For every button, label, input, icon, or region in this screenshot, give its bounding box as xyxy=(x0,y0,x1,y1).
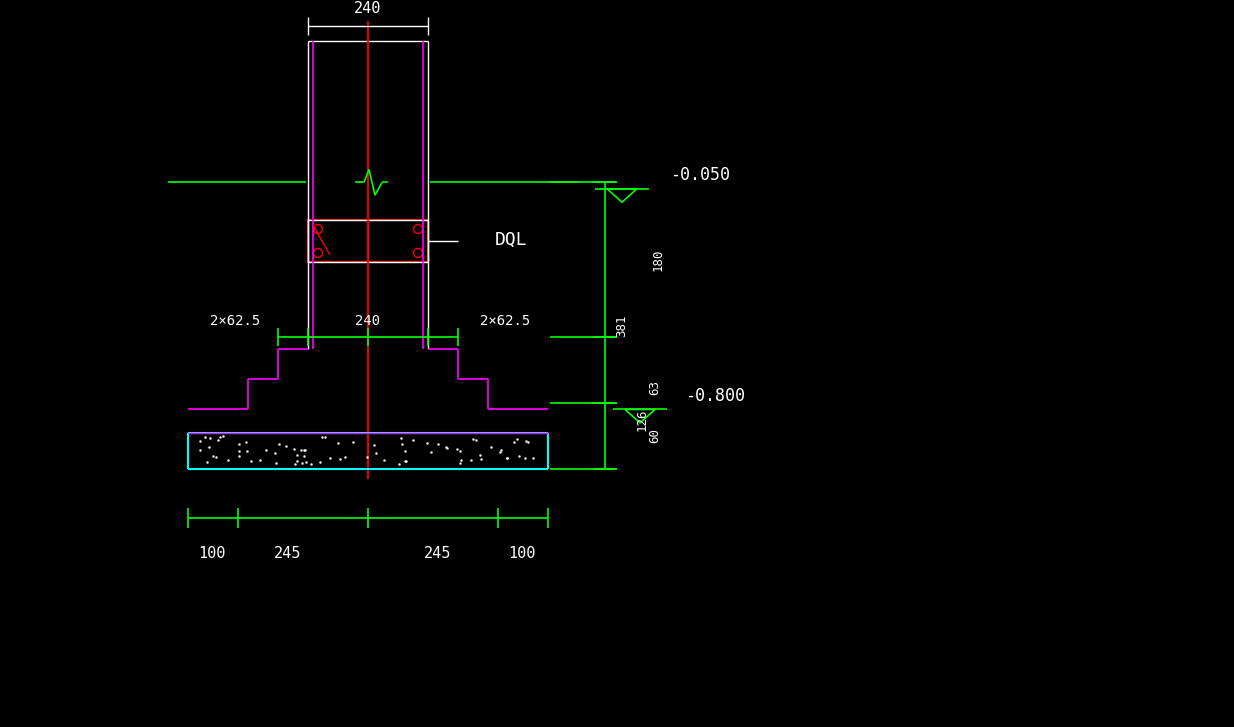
Text: DQL: DQL xyxy=(495,231,528,249)
Text: 126: 126 xyxy=(636,409,649,431)
Text: 245: 245 xyxy=(424,545,452,561)
Text: 240: 240 xyxy=(355,315,380,329)
Text: 180: 180 xyxy=(652,249,664,271)
Text: 100: 100 xyxy=(199,545,226,561)
Text: 2×62.5: 2×62.5 xyxy=(480,315,531,329)
Text: 100: 100 xyxy=(508,545,536,561)
Text: 63: 63 xyxy=(649,379,661,395)
Text: 381: 381 xyxy=(616,314,628,337)
Bar xyxy=(308,220,428,262)
Text: -0.050: -0.050 xyxy=(670,166,731,185)
Text: 240: 240 xyxy=(354,1,381,16)
Text: -0.800: -0.800 xyxy=(685,387,745,405)
Text: 245: 245 xyxy=(274,545,301,561)
Text: 60: 60 xyxy=(649,428,661,443)
Text: 2×62.5: 2×62.5 xyxy=(210,315,260,329)
